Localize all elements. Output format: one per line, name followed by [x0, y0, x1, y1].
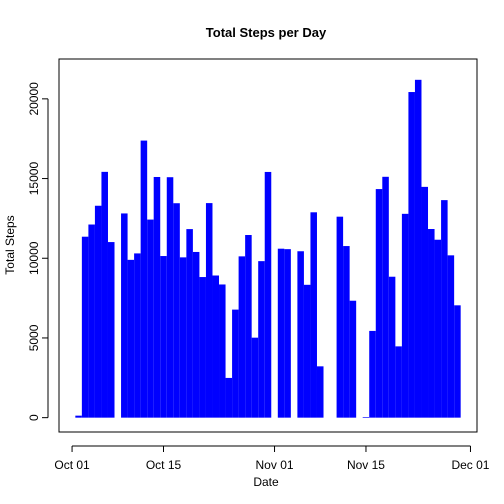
- bar: [395, 346, 402, 418]
- bar: [408, 92, 415, 418]
- bar: [238, 256, 246, 418]
- bar: [81, 236, 89, 418]
- bar: [362, 417, 370, 418]
- bar: [160, 256, 167, 418]
- bar: [375, 189, 383, 418]
- bar: [75, 415, 82, 418]
- bar: [153, 176, 161, 418]
- bar: [205, 203, 213, 418]
- bar: [414, 79, 422, 418]
- bar: [101, 171, 108, 418]
- bar: [225, 377, 233, 418]
- x-tick-label: Oct 15: [146, 458, 182, 472]
- bar: [284, 249, 291, 418]
- bar: [264, 171, 272, 418]
- bar: [343, 246, 350, 418]
- bar: [369, 330, 376, 418]
- bar: [199, 277, 206, 418]
- y-tick-label: 15000: [27, 162, 41, 196]
- bar: [166, 177, 174, 418]
- bar: [303, 284, 311, 418]
- bar: [192, 251, 200, 418]
- bar: [245, 235, 252, 418]
- bar: [134, 253, 141, 418]
- bar: [107, 242, 115, 418]
- bar: [349, 300, 357, 418]
- y-tick-label: 5000: [27, 324, 41, 351]
- bar: [127, 259, 135, 418]
- bar: [173, 203, 180, 418]
- bar: [251, 337, 259, 418]
- bar: [454, 305, 461, 418]
- bar: [316, 366, 324, 418]
- bar: [382, 176, 389, 418]
- bar: [258, 261, 265, 418]
- bar: [388, 276, 396, 418]
- bar: [140, 140, 148, 418]
- chart-title: Total Steps per Day: [206, 25, 327, 40]
- bar: [421, 186, 429, 418]
- x-tick-label: Oct 01: [54, 458, 90, 472]
- bar: [336, 216, 344, 418]
- plot-frame: [58, 58, 478, 433]
- bar: [186, 229, 193, 418]
- bar: [434, 239, 442, 418]
- x-tick-label: Dec 01: [451, 458, 489, 472]
- bar: [401, 213, 409, 418]
- y-tick-label: 0: [27, 414, 41, 421]
- x-axis-label: Date: [253, 475, 279, 489]
- y-tick-label: 10000: [27, 241, 41, 275]
- bar: [232, 309, 239, 418]
- bar: [147, 219, 154, 418]
- bars: [75, 79, 461, 418]
- bar: [212, 275, 220, 418]
- y-tick-label: 20000: [27, 82, 41, 116]
- bar: [441, 200, 448, 418]
- bar: [219, 284, 226, 418]
- bar: [121, 213, 128, 418]
- bar: [297, 251, 304, 418]
- y-axis: 0 5000 10000 15000 20000: [27, 82, 49, 421]
- x-tick-label: Nov 15: [347, 458, 385, 472]
- bar: [310, 212, 317, 418]
- bar: [179, 257, 187, 418]
- x-tick-label: Nov 01: [256, 458, 294, 472]
- bar: [277, 248, 285, 418]
- x-axis: Oct 01 Oct 15 Nov 01 Nov 15 Dec 01: [54, 445, 490, 472]
- bar: [88, 224, 95, 418]
- y-axis-label: Total Steps: [3, 215, 17, 274]
- bar: [428, 229, 435, 418]
- bar: [94, 205, 102, 418]
- bar: [447, 255, 455, 418]
